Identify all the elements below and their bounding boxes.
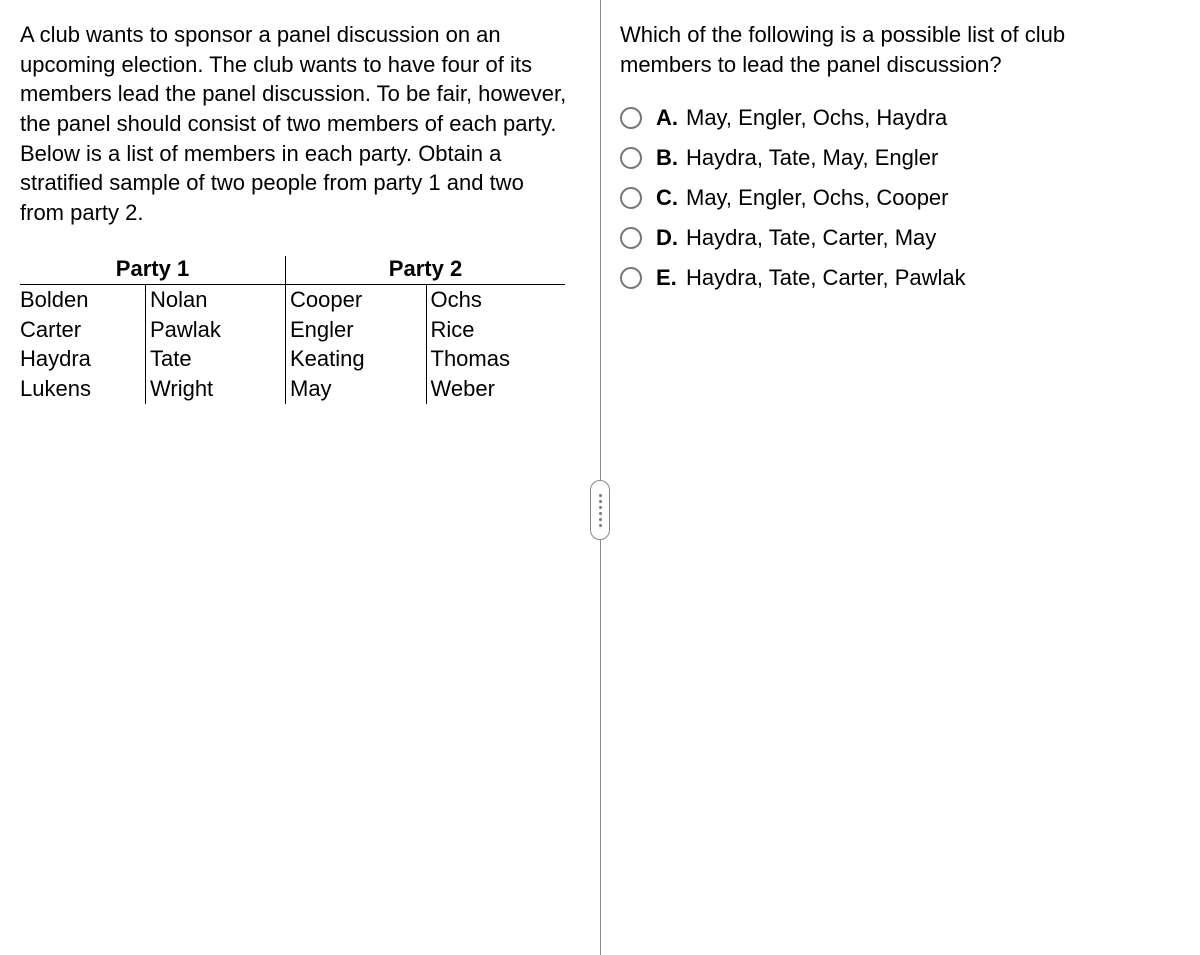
choice-letter: E.	[656, 265, 686, 291]
choice-b[interactable]: B. Haydra, Tate, May, Engler	[620, 145, 1160, 171]
choice-text: May, Engler, Ochs, Haydra	[686, 105, 947, 131]
choice-text: May, Engler, Ochs, Cooper	[686, 185, 949, 211]
choice-text: Haydra, Tate, Carter, Pawlak	[686, 265, 966, 291]
radio-b[interactable]	[620, 147, 642, 169]
choice-text: Haydra, Tate, May, Engler	[686, 145, 938, 171]
party2-header: Party 2	[286, 256, 565, 285]
table-cell: Engler	[290, 315, 422, 345]
radio-d[interactable]	[620, 227, 642, 249]
choice-e[interactable]: E. Haydra, Tate, Carter, Pawlak	[620, 265, 1160, 291]
choice-a[interactable]: A. May, Engler, Ochs, Haydra	[620, 105, 1160, 131]
main-container: A club wants to sponsor a panel discussi…	[0, 0, 1200, 955]
radio-e[interactable]	[620, 267, 642, 289]
table-cell: Carter	[20, 315, 141, 345]
choice-letter: C.	[656, 185, 686, 211]
party1-columns: Bolden Carter Haydra Lukens Nolan Pawlak…	[20, 285, 285, 404]
table-cell: Pawlak	[150, 315, 281, 345]
problem-statement: A club wants to sponsor a panel discussi…	[20, 20, 570, 228]
pane-divider	[600, 0, 601, 955]
choice-d[interactable]: D. Haydra, Tate, Carter, May	[620, 225, 1160, 251]
table-cell: May	[290, 374, 422, 404]
table-cell: Weber	[431, 374, 562, 404]
radio-c[interactable]	[620, 187, 642, 209]
table-cell: Keating	[290, 344, 422, 374]
table-cell: Lukens	[20, 374, 141, 404]
choice-letter: B.	[656, 145, 686, 171]
table-cell: Bolden	[20, 285, 141, 315]
left-pane: A club wants to sponsor a panel discussi…	[0, 0, 590, 955]
question-text: Which of the following is a possible lis…	[620, 20, 1160, 79]
table-cell: Nolan	[150, 285, 281, 315]
table-cell: Thomas	[431, 344, 562, 374]
party1-block: Party 1 Bolden Carter Haydra Lukens Nola…	[20, 256, 285, 404]
table-cell: Wright	[150, 374, 281, 404]
party2-col2: Ochs Rice Thomas Weber	[426, 285, 566, 404]
answer-choices: A. May, Engler, Ochs, Haydra B. Haydra, …	[620, 105, 1160, 291]
party1-col2: Nolan Pawlak Tate Wright	[145, 285, 285, 404]
radio-a[interactable]	[620, 107, 642, 129]
party2-col1: Cooper Engler Keating May	[286, 285, 426, 404]
party1-col1: Bolden Carter Haydra Lukens	[20, 285, 145, 404]
table-cell: Tate	[150, 344, 281, 374]
table-cell: Cooper	[290, 285, 422, 315]
choice-text: Haydra, Tate, Carter, May	[686, 225, 936, 251]
choice-letter: A.	[656, 105, 686, 131]
party-table: Party 1 Bolden Carter Haydra Lukens Nola…	[20, 256, 570, 404]
party2-block: Party 2 Cooper Engler Keating May Ochs R…	[285, 256, 565, 404]
choice-c[interactable]: C. May, Engler, Ochs, Cooper	[620, 185, 1160, 211]
table-cell: Haydra	[20, 344, 141, 374]
party1-header: Party 1	[20, 256, 285, 285]
pane-drag-handle[interactable]	[590, 480, 610, 540]
table-cell: Rice	[431, 315, 562, 345]
choice-letter: D.	[656, 225, 686, 251]
table-cell: Ochs	[431, 285, 562, 315]
right-pane: Which of the following is a possible lis…	[590, 0, 1180, 955]
party2-columns: Cooper Engler Keating May Ochs Rice Thom…	[286, 285, 565, 404]
